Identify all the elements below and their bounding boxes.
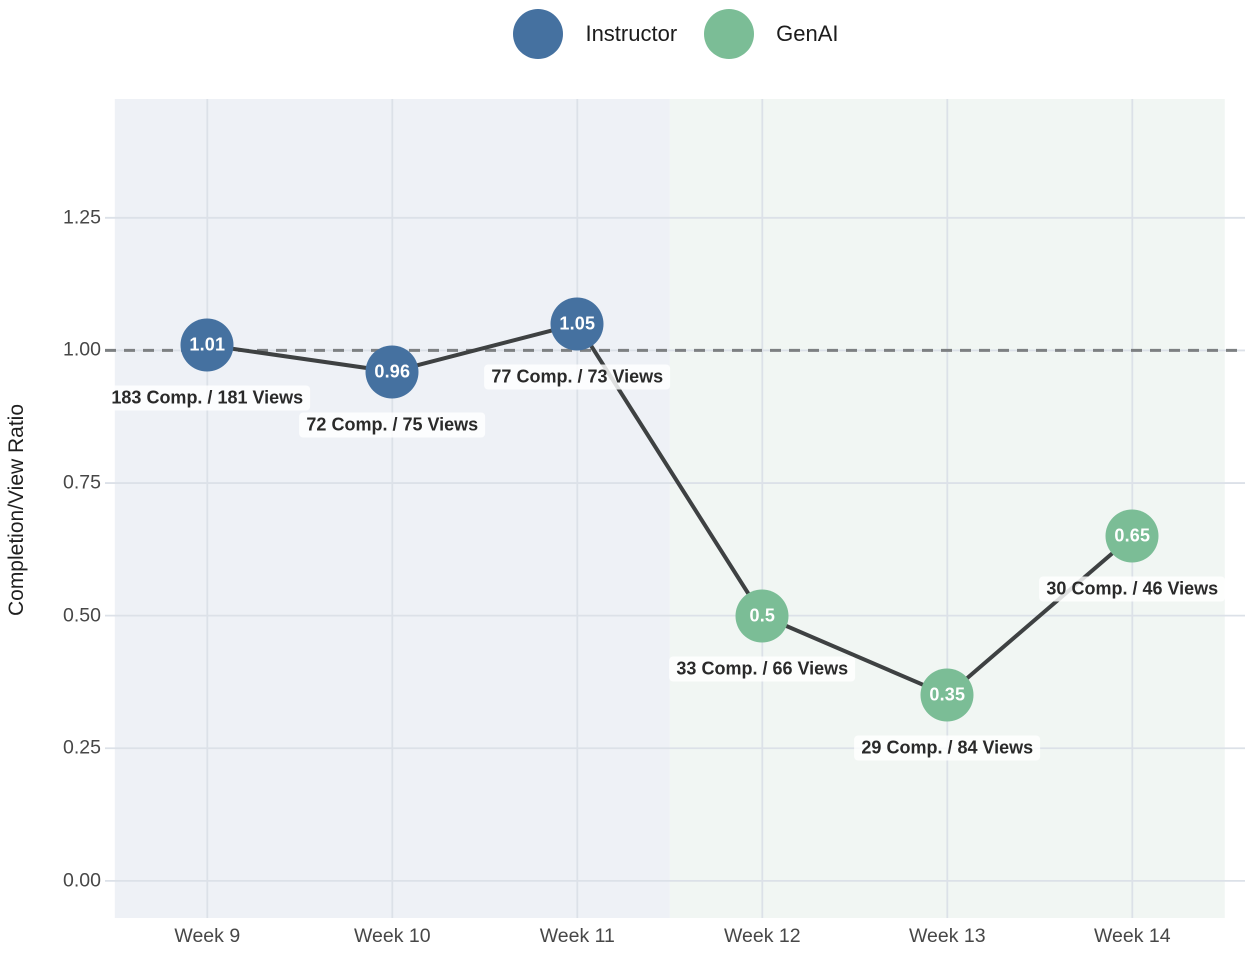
x-tick-label: Week 14 [1093, 925, 1171, 947]
x-tick-label: Week 10 [353, 925, 431, 947]
x-tick-label: Week 9 [174, 925, 241, 947]
legend-swatch-icon [704, 9, 755, 59]
y-tick-label: 0.00 [63, 869, 101, 892]
data-point-marker: 1.01 [180, 318, 234, 372]
data-point-value: 0.65 [1114, 525, 1151, 546]
point-annotation: 72 Comp. / 75 Views [299, 412, 486, 438]
legend-item-instructor: Instructor [513, 9, 677, 59]
data-point-value: 1.01 [189, 334, 226, 355]
chart-canvas [105, 99, 1245, 918]
data-point-marker: 0.65 [1105, 509, 1159, 563]
plot-area: 1.01 0.96 1.05 0.5 0.35 0.65 183 Comp. / 181 V… [104, 99, 1245, 918]
point-annotation: 30 Comp. / 46 Views [1039, 576, 1226, 602]
y-tick-label: 0.50 [63, 604, 101, 627]
x-tick-label: Week 12 [723, 925, 801, 947]
point-annotation: 77 Comp. / 73 Views [484, 364, 671, 390]
legend: Instructor GenAI [115, 6, 1237, 62]
legend-label: GenAI [776, 21, 839, 46]
y-axis-title: Completion/View Ratio [5, 403, 28, 617]
data-point-marker: 0.96 [365, 345, 419, 399]
data-point-marker: 0.35 [920, 668, 974, 722]
data-point-value: 0.5 [749, 605, 776, 626]
legend-item-genai: GenAI [704, 9, 839, 59]
data-point-marker: 1.05 [550, 297, 604, 351]
point-annotation: 33 Comp. / 66 Views [669, 656, 856, 682]
point-annotation: 29 Comp. / 84 Views [854, 735, 1041, 761]
legend-swatch-icon [513, 9, 564, 59]
data-line [205, 321, 1135, 698]
x-tick-label: Week 11 [539, 925, 615, 947]
y-tick-label: 1.25 [63, 206, 101, 229]
data-point-marker: 0.5 [735, 589, 789, 643]
x-tick-label: Week 13 [908, 925, 986, 947]
y-tick-label: 0.25 [63, 736, 101, 759]
point-annotation: 183 Comp. / 181 Views [104, 385, 311, 411]
y-tick-label: 1.00 [63, 338, 101, 361]
data-point-value: 0.35 [929, 684, 966, 705]
y-tick-label: 0.75 [63, 471, 101, 494]
data-point-value: 1.05 [559, 313, 596, 334]
data-point-value: 0.96 [374, 361, 411, 382]
legend-label: Instructor [585, 21, 678, 46]
